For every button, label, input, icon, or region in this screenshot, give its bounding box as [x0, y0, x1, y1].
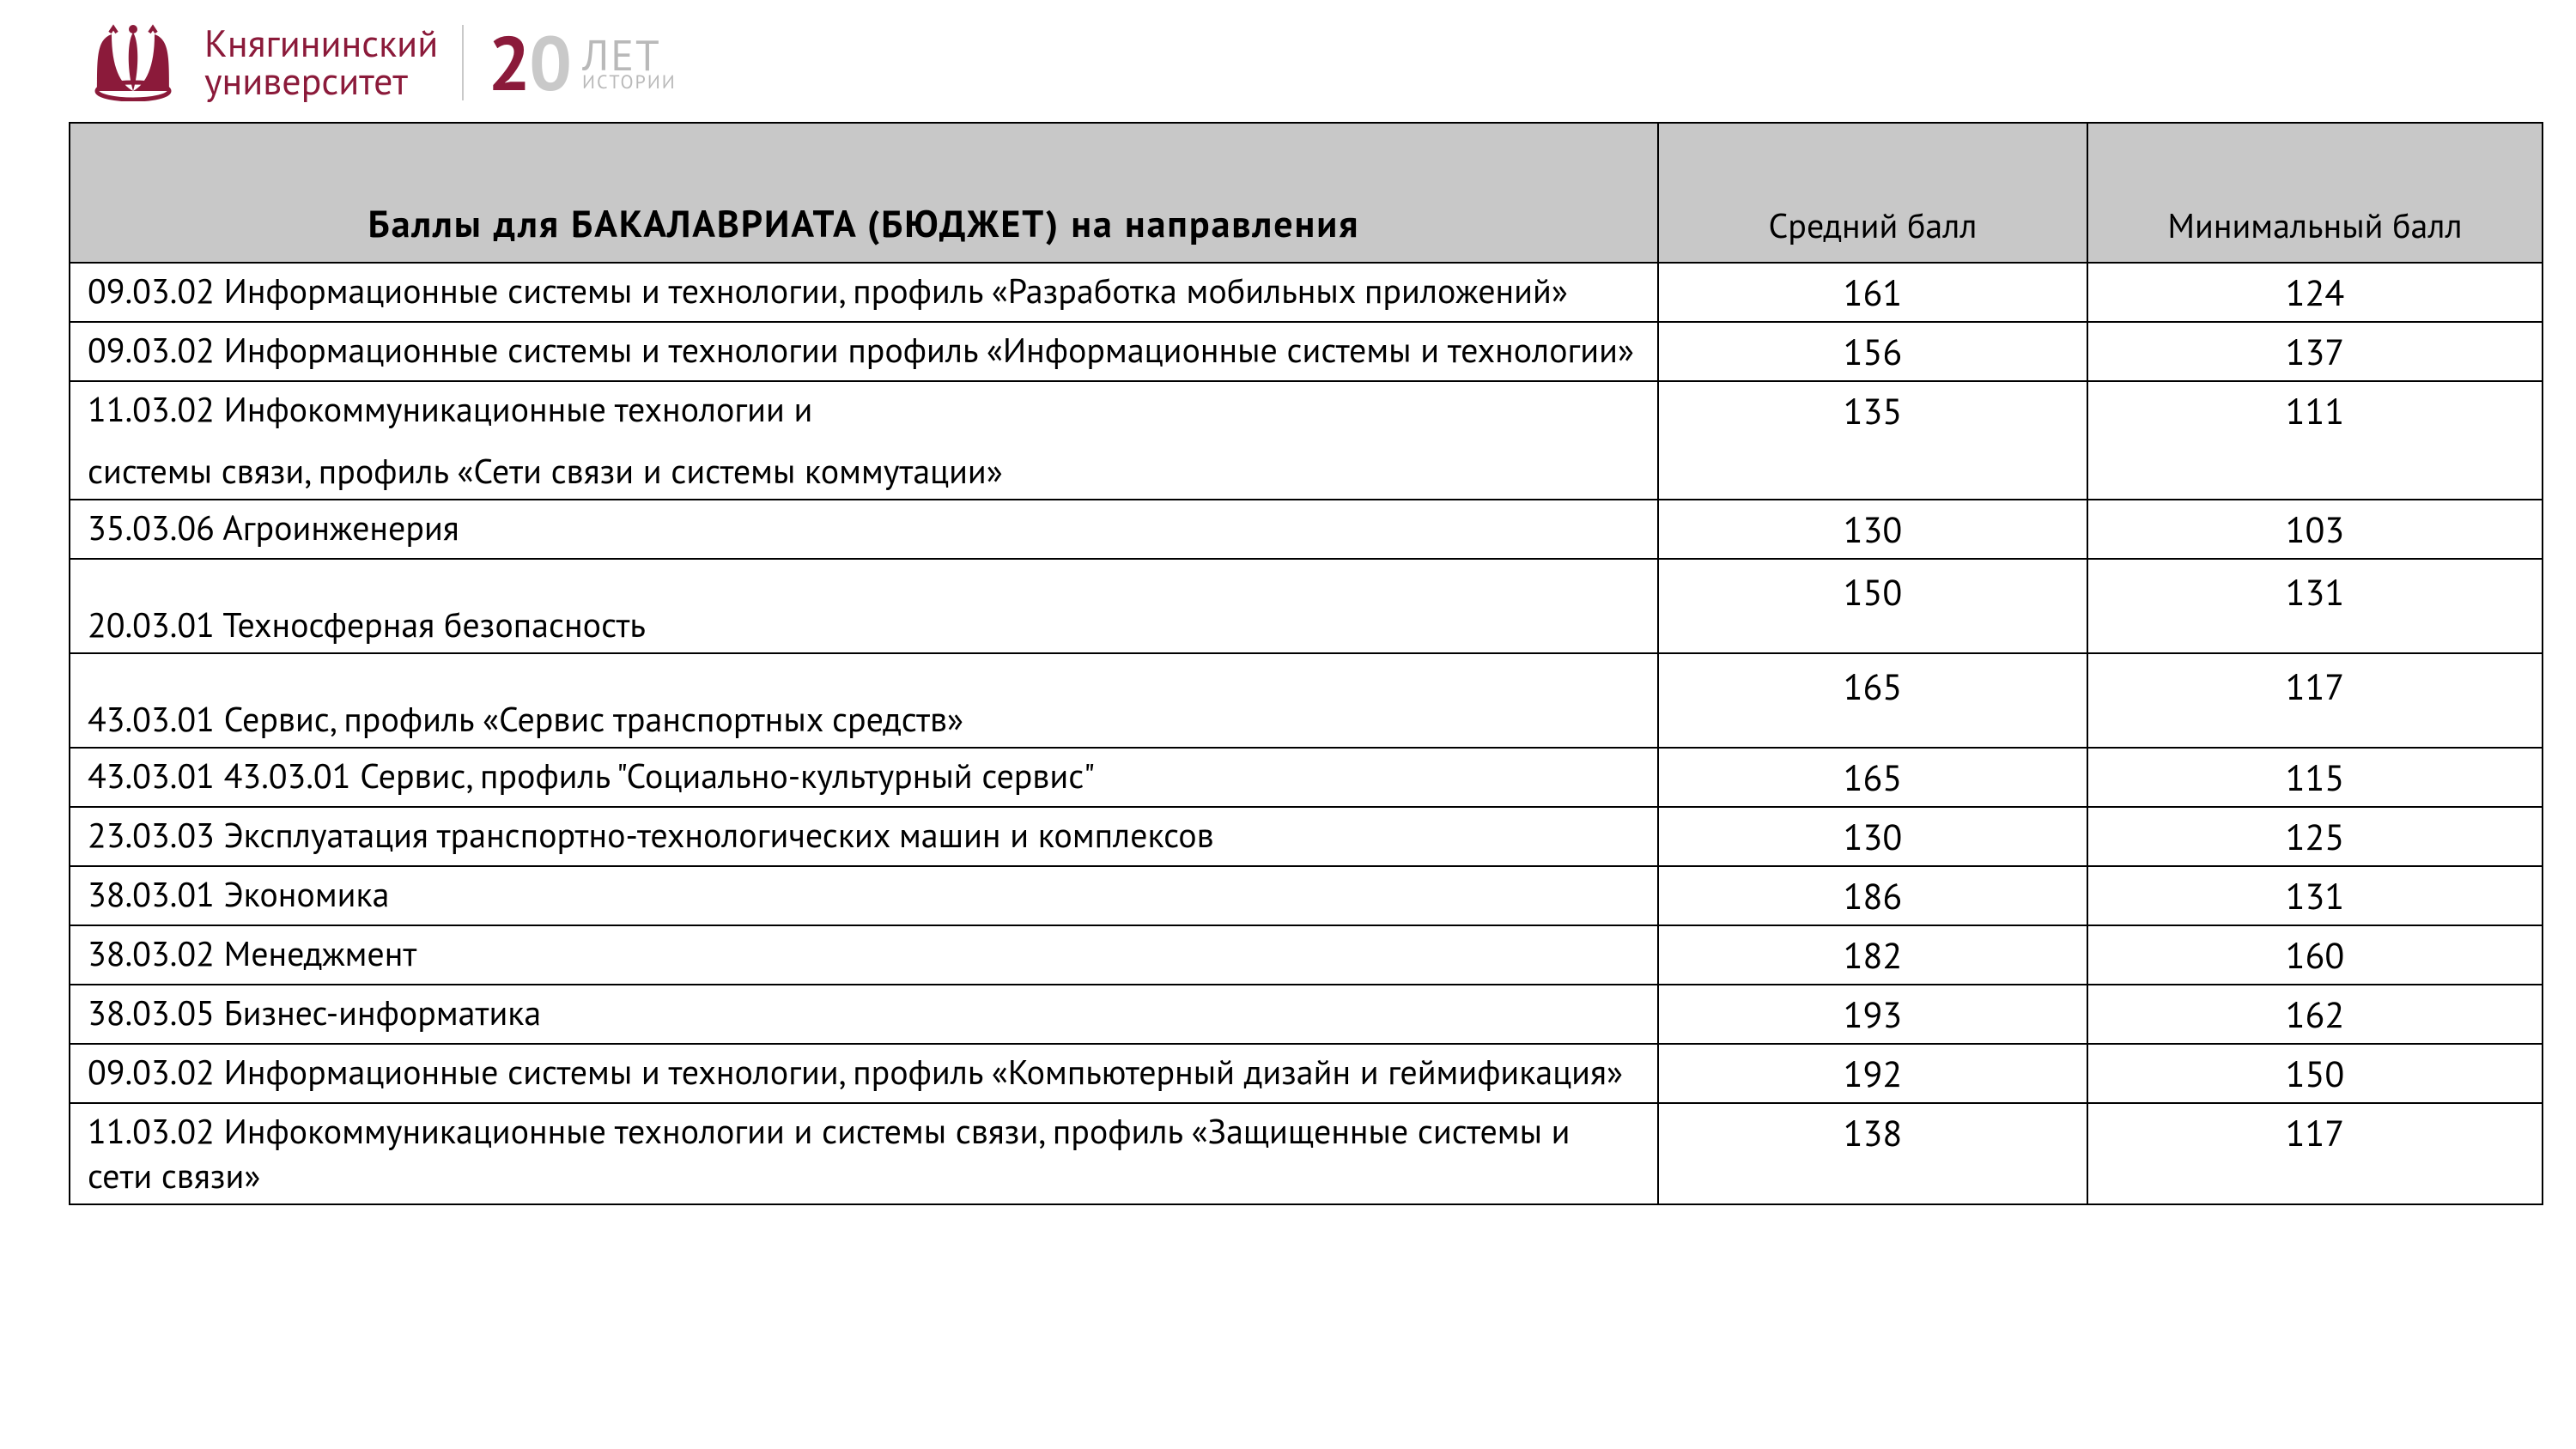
table-row: 43.03.01 Сервис, профиль «Сервис транспо… — [70, 653, 2543, 748]
table-row: 43.03.01 43.03.01 Сервис, профиль "Социа… — [70, 748, 2543, 807]
min-score: 125 — [2087, 807, 2543, 866]
avg-score: 182 — [1658, 925, 2087, 985]
program-name: 09.03.02 Информационные системы и технол… — [70, 263, 1658, 322]
min-score: 115 — [2087, 748, 2543, 807]
avg-score: 130 — [1658, 807, 2087, 866]
table-row: 09.03.02 Информационные системы и технол… — [70, 322, 2543, 381]
program-name: 09.03.02 Информационные системы и технол… — [70, 1044, 1658, 1103]
table-row: 11.03.02 Инфокоммуникационные технологии… — [70, 1103, 2543, 1204]
min-score: 137 — [2087, 322, 2543, 381]
table-row: 38.03.05 Бизнес-информатика 193 162 — [70, 985, 2543, 1044]
avg-score: 165 — [1658, 748, 2087, 807]
table-header-row: Баллы для БАКАЛАВРИАТА (БЮДЖЕТ) на напра… — [70, 123, 2543, 263]
program-name: 43.03.01 43.03.01 Сервис, профиль "Социа… — [70, 748, 1658, 807]
avg-score: 165 — [1658, 653, 2087, 748]
program-name-line2: системы связи, профиль «Сети связи и сис… — [88, 449, 1640, 494]
min-score: 117 — [2087, 1103, 2543, 1204]
anniversary-badge: 2 0 ЛЕТ ИСТОРИИ — [488, 25, 677, 100]
table-row: 20.03.01 Техносферная безопасность 150 1… — [70, 559, 2543, 653]
avg-score: 192 — [1658, 1044, 2087, 1103]
avg-score: 156 — [1658, 322, 2087, 381]
anniversary-text: ЛЕТ ИСТОРИИ — [582, 33, 677, 92]
digit-2: 2 — [488, 25, 529, 100]
program-name: 38.03.01 Экономика — [70, 866, 1658, 925]
crown-icon — [86, 24, 180, 101]
program-name: 23.03.03 Эксплуатация транспортно-технол… — [70, 807, 1658, 866]
avg-score: 150 — [1658, 559, 2087, 653]
scores-table: Баллы для БАКАЛАВРИАТА (БЮДЖЕТ) на напра… — [69, 122, 2543, 1205]
program-name: 38.03.02 Менеджмент — [70, 925, 1658, 985]
table-row: 38.03.02 Менеджмент 182 160 — [70, 925, 2543, 985]
avg-score: 161 — [1658, 263, 2087, 322]
min-score: 131 — [2087, 866, 2543, 925]
program-name-line1: 11.03.02 Инфокоммуникационные технологии… — [88, 387, 1640, 432]
min-score: 124 — [2087, 263, 2543, 322]
program-name: 38.03.05 Бизнес-информатика — [70, 985, 1658, 1044]
table-body: 09.03.02 Информационные системы и технол… — [70, 263, 2543, 1204]
avg-score: 193 — [1658, 985, 2087, 1044]
page: Княгининский университет 2 0 ЛЕТ ИСТОРИИ… — [0, 0, 2576, 1449]
program-name: 09.03.02 Информационные системы и технол… — [70, 322, 1658, 381]
min-score: 150 — [2087, 1044, 2543, 1103]
avg-score: 135 — [1658, 381, 2087, 500]
table-title: Баллы для БАКАЛАВРИАТА (БЮДЖЕТ) на напра… — [70, 123, 1658, 263]
program-name: 35.03.06 Агроинженерия — [70, 500, 1658, 559]
col-header-avg: Средний балл — [1658, 123, 2087, 263]
min-score: 117 — [2087, 653, 2543, 748]
avg-score: 186 — [1658, 866, 2087, 925]
program-name: 11.03.02 Инфокоммуникационные технологии… — [70, 1103, 1658, 1204]
avg-score: 138 — [1658, 1103, 2087, 1204]
col-header-min: Минимальный балл — [2087, 123, 2543, 263]
table-row: 23.03.03 Эксплуатация транспортно-технол… — [70, 807, 2543, 866]
min-score: 131 — [2087, 559, 2543, 653]
table-row: 35.03.06 Агроинженерия 130 103 — [70, 500, 2543, 559]
min-score: 111 — [2087, 381, 2543, 500]
program-name: 11.03.02 Инфокоммуникационные технологии… — [70, 381, 1658, 500]
university-name-line2: университет — [204, 63, 438, 100]
min-score: 160 — [2087, 925, 2543, 985]
university-name: Княгининский университет — [204, 25, 438, 100]
program-name: 43.03.01 Сервис, профиль «Сервис транспо… — [70, 653, 1658, 748]
table-row: 38.03.01 Экономика 186 131 — [70, 866, 2543, 925]
anniversary-sub: ИСТОРИИ — [582, 73, 677, 92]
table-row: 11.03.02 Инфокоммуникационные технологии… — [70, 381, 2543, 500]
table-row: 09.03.02 Информационные системы и технол… — [70, 1044, 2543, 1103]
table-row: 09.03.02 Информационные системы и технол… — [70, 263, 2543, 322]
logo-bar: Княгининский университет 2 0 ЛЕТ ИСТОРИИ — [34, 15, 2542, 122]
digit-0: 0 — [529, 25, 570, 100]
program-name: 20.03.01 Техносферная безопасность — [70, 559, 1658, 653]
logo-divider — [462, 25, 464, 100]
min-score: 103 — [2087, 500, 2543, 559]
avg-score: 130 — [1658, 500, 2087, 559]
anniversary-number: 2 0 — [488, 25, 570, 100]
min-score: 162 — [2087, 985, 2543, 1044]
